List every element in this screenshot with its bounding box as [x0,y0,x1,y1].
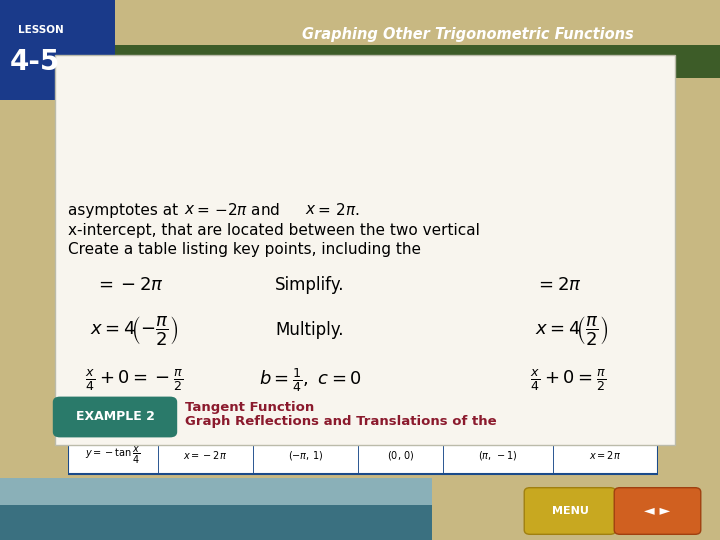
Text: $\left(-\dfrac{\pi}{4},-1\right)$: $\left(-\dfrac{\pi}{4},-1\right)$ [281,406,330,428]
Text: Multiply.: Multiply. [276,321,344,339]
Text: Graphing Other Trigonometric Functions: Graphing Other Trigonometric Functions [302,28,634,43]
Text: Create a table listing key points, including the: Create a table listing key points, inclu… [68,242,421,258]
Text: $y=\tan x$: $y=\tan x$ [91,410,135,424]
Bar [253,348,358,398]
Text: $=2\pi$: $=2\pi$ [535,276,582,294]
Bar [68,348,158,398]
Text: EXAMPLE 2: EXAMPLE 2 [76,410,154,423]
Text: MENU: MENU [552,506,588,516]
Text: x: x [305,202,314,218]
Text: LESSON: LESSON [18,25,64,35]
Bar [443,398,553,436]
Text: asymptotes at: asymptotes at [68,202,183,218]
Text: $(0,\,0)$: $(0,\,0)$ [387,410,414,423]
Text: Vertical
Asymptote: Vertical Asymptote [176,362,235,384]
Text: Intermediate
Point: Intermediate Point [270,362,341,384]
Text: $\frac{x}{4}+0=\frac{\pi}{2}$: $\frac{x}{4}+0=\frac{\pi}{2}$ [530,367,606,393]
Text: $\frac{x}{4}+0=-\frac{\pi}{2}$: $\frac{x}{4}+0=-\frac{\pi}{2}$ [85,367,184,393]
Bar [68,436,158,474]
Text: = $2\pi$.: = $2\pi$. [313,202,359,218]
Bar [158,348,253,398]
Text: x-intercept: x-intercept [370,368,431,378]
Text: $x=-2\pi$: $x=-2\pi$ [184,449,228,461]
Text: $(0,\,0)$: $(0,\,0)$ [387,449,414,462]
Text: Tangent Function: Tangent Function [185,402,314,415]
Text: $x=2\pi$: $x=2\pi$ [590,449,621,461]
Text: $(-\pi,\,1)$: $(-\pi,\,1)$ [288,449,323,462]
Bar [158,398,253,436]
Text: $x=4\!\left(\dfrac{\pi}{2}\right)$: $x=4\!\left(\dfrac{\pi}{2}\right)$ [535,314,608,347]
Text: $y=-\tan\dfrac{x}{4}$: $y=-\tan\dfrac{x}{4}$ [85,444,141,465]
Text: Simplify.: Simplify. [275,276,345,294]
Bar [553,398,658,436]
Bar [358,436,443,474]
Bar [68,398,158,436]
Text: x-intercept, that are located between the two vertical: x-intercept, that are located between th… [68,222,480,238]
Text: Intermediate
Point: Intermediate Point [462,362,534,384]
Text: = $-2\pi$ and: = $-2\pi$ and [192,202,282,218]
Bar [443,348,553,398]
Bar [553,348,658,398]
Bar [553,436,658,474]
Text: $\left(\dfrac{\pi}{4},-1\right)$: $\left(\dfrac{\pi}{4},-1\right)$ [477,406,519,428]
Bar [358,348,443,398]
Bar [358,398,443,436]
Text: $x=\dfrac{\pi}{2}$: $x=\dfrac{\pi}{2}$ [593,407,618,428]
Text: 4-5: 4-5 [10,48,60,76]
Bar [253,436,358,474]
Text: x: x [184,202,193,218]
Text: $b=\frac{1}{4},\ c=0$: $b=\frac{1}{4},\ c=0$ [258,366,361,394]
Text: $(\pi,\,-1)$: $(\pi,\,-1)$ [478,449,518,462]
Text: ◄ ►: ◄ ► [644,504,670,518]
Bar [253,398,358,436]
Text: Graph Reflections and Translations of the: Graph Reflections and Translations of th… [185,415,497,429]
Text: $=-2\pi$: $=-2\pi$ [95,276,163,294]
Bar [158,436,253,474]
Text: $x=-\dfrac{\pi}{2}$: $x=-\dfrac{\pi}{2}$ [186,407,225,428]
Text: $x=4\!\left(-\dfrac{\pi}{2}\right)$: $x=4\!\left(-\dfrac{\pi}{2}\right)$ [90,314,179,347]
Text: Vertical
Asymptote: Vertical Asymptote [576,362,635,384]
Bar [443,436,553,474]
Text: Functions: Functions [86,368,140,378]
